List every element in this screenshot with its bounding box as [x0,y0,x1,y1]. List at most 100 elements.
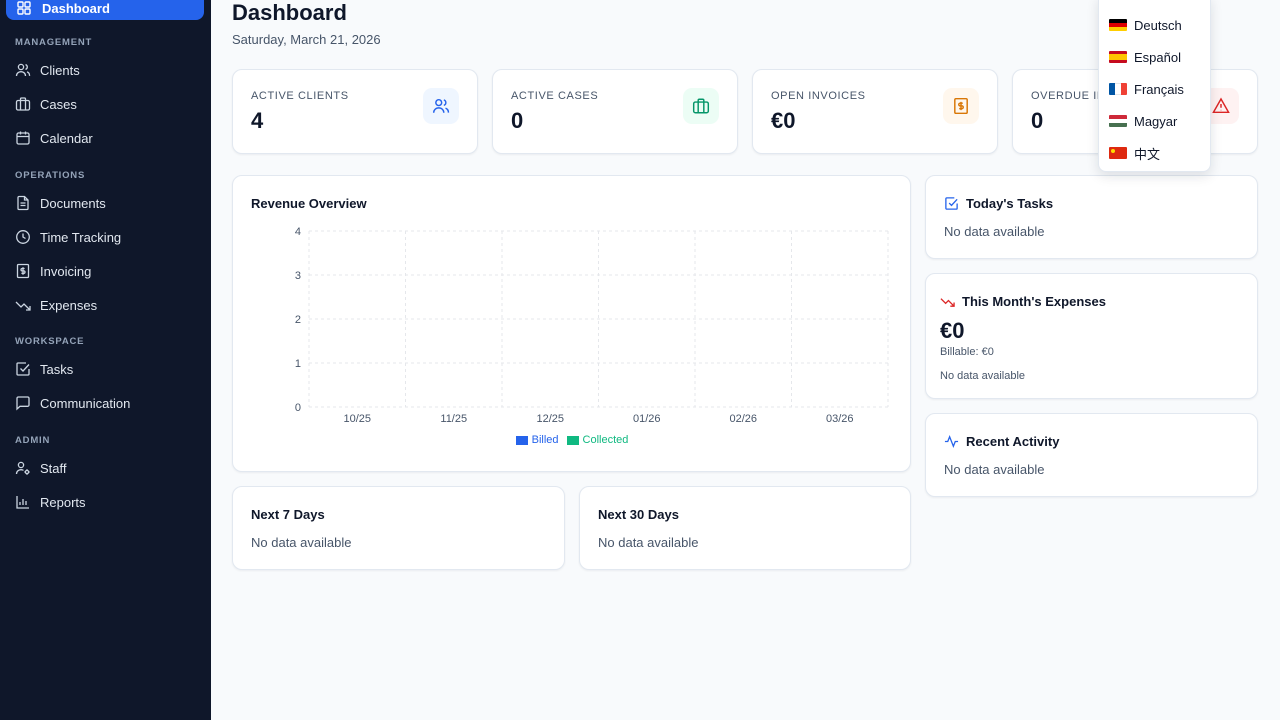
stat-card-active-cases[interactable]: ACTIVE CASES 0 [492,69,738,154]
stat-label: OPEN INVOICES [771,90,866,102]
sidebar-item-staff[interactable]: Staff [15,455,200,481]
empty-state: No data available [944,224,1045,239]
sidebar-item-label: Calendar [40,130,93,146]
page-title: Dashboard [232,0,347,25]
chart-legend: Billed Collected [233,434,911,446]
sidebar-item-reports[interactable]: Reports [15,489,200,515]
section-label-operations: OPERATIONS [15,170,86,181]
language-label: Deutsch [1134,17,1182,33]
dashboard-icon [17,1,31,15]
sidebar-item-label: Dashboard [42,0,110,16]
sidebar-item-calendar[interactable]: Calendar [15,125,200,151]
sidebar-item-cases[interactable]: Cases [15,91,200,117]
france-flag-icon [1109,83,1127,95]
language-dropdown: Deutsch Español Français Magyar 中文 [1098,0,1211,172]
empty-state: No data available [251,535,352,550]
language-label: Français [1134,81,1184,97]
language-label: Español [1134,49,1181,65]
y-tick-label: 0 [295,402,301,414]
y-tick-label: 3 [295,270,301,282]
revenue-chart: 4 3 2 1 0 10/25 11/25 12/25 01/26 02/26 03/26 [295,226,889,425]
document-icon [17,195,29,211]
card-title: Revenue Overview [251,196,367,211]
sidebar-item-communication[interactable]: Communication [15,390,200,416]
sidebar: Dashboard MANAGEMENT Clients Cases Calen… [0,0,211,720]
sidebar-item-label: Tasks [40,361,74,377]
card-title: Next 30 Days [598,507,679,522]
clock-icon [16,230,30,244]
recent-activity-card: Recent Activity No data available [925,413,1258,497]
sidebar-item-label: Clients [40,62,80,78]
sidebar-item-dashboard[interactable]: Dashboard [6,0,204,20]
billable-amount: Billable: €0 [940,346,994,358]
sidebar-item-time-tracking[interactable]: Time Tracking [15,224,200,250]
card-title-text: Recent Activity [966,434,1060,449]
revenue-overview-card: Revenue Overview 4 3 2 1 0 10/25 11/25 12/25 01/… [232,175,911,472]
card-title-text: Today's Tasks [966,196,1054,211]
card-title: This Month's Expenses [940,294,1106,309]
sidebar-item-label: Invoicing [40,263,92,279]
card-title: Today's Tasks [944,196,1053,211]
trending-down-icon [15,301,31,311]
empty-state: No data available [940,370,1026,382]
language-label: Magyar [1134,113,1178,129]
briefcase-icon [15,97,31,111]
checkbox-icon [16,362,30,376]
stat-label: OVERDUE IN [1031,90,1106,102]
language-option-francais[interactable]: Français [1109,77,1209,101]
stat-card-active-clients[interactable]: ACTIVE CLIENTS 4 [232,69,478,154]
sidebar-item-clients[interactable]: Clients [15,57,200,83]
x-tick-label: 03/26 [826,413,854,425]
legend-label: Collected [582,434,629,446]
language-option-deutsch[interactable]: Deutsch [1109,13,1209,37]
x-tick-label: 11/25 [440,413,467,425]
sidebar-item-documents[interactable]: Documents [15,190,200,216]
activity-icon [944,435,959,448]
legend-label: Billed [531,434,559,446]
x-tick-label: 12/25 [536,413,564,425]
card-title: Next 7 Days [251,507,325,522]
section-label-management: MANAGEMENT [15,37,93,48]
empty-state: No data available [944,462,1045,477]
empty-state: No data available [598,535,699,550]
stat-card-open-invoices[interactable]: OPEN INVOICES €0 [752,69,998,154]
x-tick-label: 01/26 [633,413,661,425]
invoice-icon [943,88,979,124]
user-gear-icon [15,461,30,475]
trending-down-icon [940,298,955,307]
users-icon [15,63,31,77]
sidebar-item-label: Documents [40,195,106,211]
stat-value: 0 [1031,108,1044,133]
checkbox-icon [945,197,958,210]
page-date: Saturday, March 21, 2026 [232,32,381,47]
x-tick-label: 10/25 [343,413,371,425]
legend-item-billed[interactable]: Billed [515,434,559,446]
language-option-espanol[interactable]: Español [1109,45,1209,69]
china-flag-icon [1109,147,1127,159]
legend-item-collected[interactable]: Collected [566,434,629,446]
sidebar-item-label: Time Tracking [40,229,122,245]
language-option-chinese[interactable]: 中文 [1109,141,1209,165]
expenses-amount: €0 [940,318,965,343]
sidebar-item-label: Expenses [40,297,98,313]
next-7-days-card: Next 7 Days No data available [232,486,565,570]
month-expenses-card: This Month's Expenses €0 Billable: €0 No… [925,273,1258,399]
card-title: Recent Activity [944,434,1059,449]
sidebar-item-label: Reports [40,494,86,510]
sidebar-item-label: Communication [40,395,131,411]
y-tick-label: 1 [295,358,301,370]
hungary-flag-icon [1109,115,1127,127]
sidebar-item-label: Staff [40,460,67,476]
users-icon [423,88,459,124]
calendar-icon [16,131,30,145]
message-icon [16,396,30,411]
language-option-magyar[interactable]: Magyar [1109,109,1209,133]
spain-flag-icon [1109,51,1127,63]
sidebar-item-label: Cases [40,96,77,112]
sidebar-item-invoicing[interactable]: Invoicing [15,258,200,284]
sidebar-item-expenses[interactable]: Expenses [15,292,200,318]
invoice-icon [16,263,30,279]
card-title-text: This Month's Expenses [962,294,1106,309]
stat-value: 0 [511,108,524,133]
sidebar-item-tasks[interactable]: Tasks [15,356,200,382]
